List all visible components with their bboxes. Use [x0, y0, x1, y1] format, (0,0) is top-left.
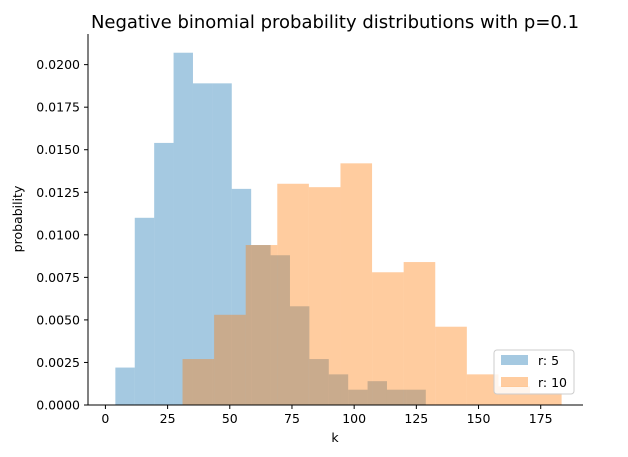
bar-series-1-bin-0	[182, 359, 215, 405]
legend-label-r10: r: 10	[538, 375, 567, 390]
chart-title: Negative binomial probability distributi…	[91, 12, 579, 33]
bar-series-0-bin-11	[328, 374, 349, 405]
bar-series-0-bin-6	[231, 188, 252, 405]
bar-series-1-bin-11	[530, 393, 562, 405]
bar-series-0-bin-5	[212, 83, 232, 405]
y-tick-label: 0.0025	[36, 355, 80, 370]
y-axis-label: probability	[10, 185, 25, 252]
bar-series-0-bin-9	[289, 306, 310, 405]
x-tick-label: 0	[101, 411, 109, 426]
y-tick-label: 0.0075	[36, 270, 80, 285]
bar-series-1-bin-3	[277, 183, 309, 405]
legend: r: 5 r: 10	[493, 349, 575, 395]
bar-series-0-bin-1	[134, 217, 155, 405]
x-tick-label: 75	[284, 411, 300, 426]
bar-series-0-bin-7	[251, 245, 271, 405]
y-tick-label: 0.0100	[36, 227, 80, 242]
bar-series-1-bin-4	[308, 187, 341, 405]
bar-series-0-bin-14	[386, 389, 407, 405]
bar-series-0-bin-0	[115, 367, 135, 405]
bar-series-0-bin-4	[192, 83, 213, 405]
legend-swatch-r5	[501, 355, 528, 365]
x-tick-label: 50	[222, 411, 238, 426]
bar-series-0-bin-8	[270, 255, 290, 405]
y-tick-label: 0.0050	[36, 312, 80, 327]
legend-label-r5: r: 5	[538, 353, 559, 368]
legend-frame	[493, 349, 575, 395]
bar-series-1-bin-9	[466, 374, 499, 405]
y-tick-label: 0.0000	[36, 398, 80, 413]
bar-series-1-bin-8	[435, 326, 467, 405]
bar-series-0-bin-15	[406, 389, 426, 405]
bar-series-1-bin-5	[340, 163, 373, 405]
x-tick-label: 175	[529, 411, 553, 426]
x-tick-label: 150	[467, 411, 491, 426]
bar-series-0-bin-10	[309, 359, 329, 405]
x-axis-label: k	[331, 430, 339, 445]
y-tick-label: 0.0175	[36, 100, 80, 115]
x-tick-label: 100	[342, 411, 366, 426]
bar-series-1-bin-7	[403, 262, 436, 405]
bar-series-0-bin-2	[154, 142, 174, 406]
x-tick-label: 25	[160, 411, 176, 426]
bar-series-0-bin-13	[367, 381, 387, 405]
bar-series-0-bin-12	[348, 389, 368, 405]
x-tick-label: 125	[404, 411, 428, 426]
bar-series-1-bin-1	[214, 314, 246, 405]
bar-series-1-bin-2	[245, 245, 278, 405]
bar-series-1-bin-6	[372, 272, 404, 405]
y-tick-label: 0.0150	[36, 142, 80, 157]
bar-series-0-bin-3	[173, 52, 193, 405]
x-ticks: 0 25 50 75 100 125 150 175	[101, 405, 553, 426]
y-ticks: 0.0000 0.0025 0.0050 0.0075 0.0100 0.0125 0.01…	[36, 57, 88, 413]
y-tick-label: 0.0200	[36, 57, 80, 72]
legend-swatch-r10	[501, 377, 528, 387]
bars-layer	[115, 52, 562, 406]
y-tick-label: 0.0125	[36, 185, 80, 200]
